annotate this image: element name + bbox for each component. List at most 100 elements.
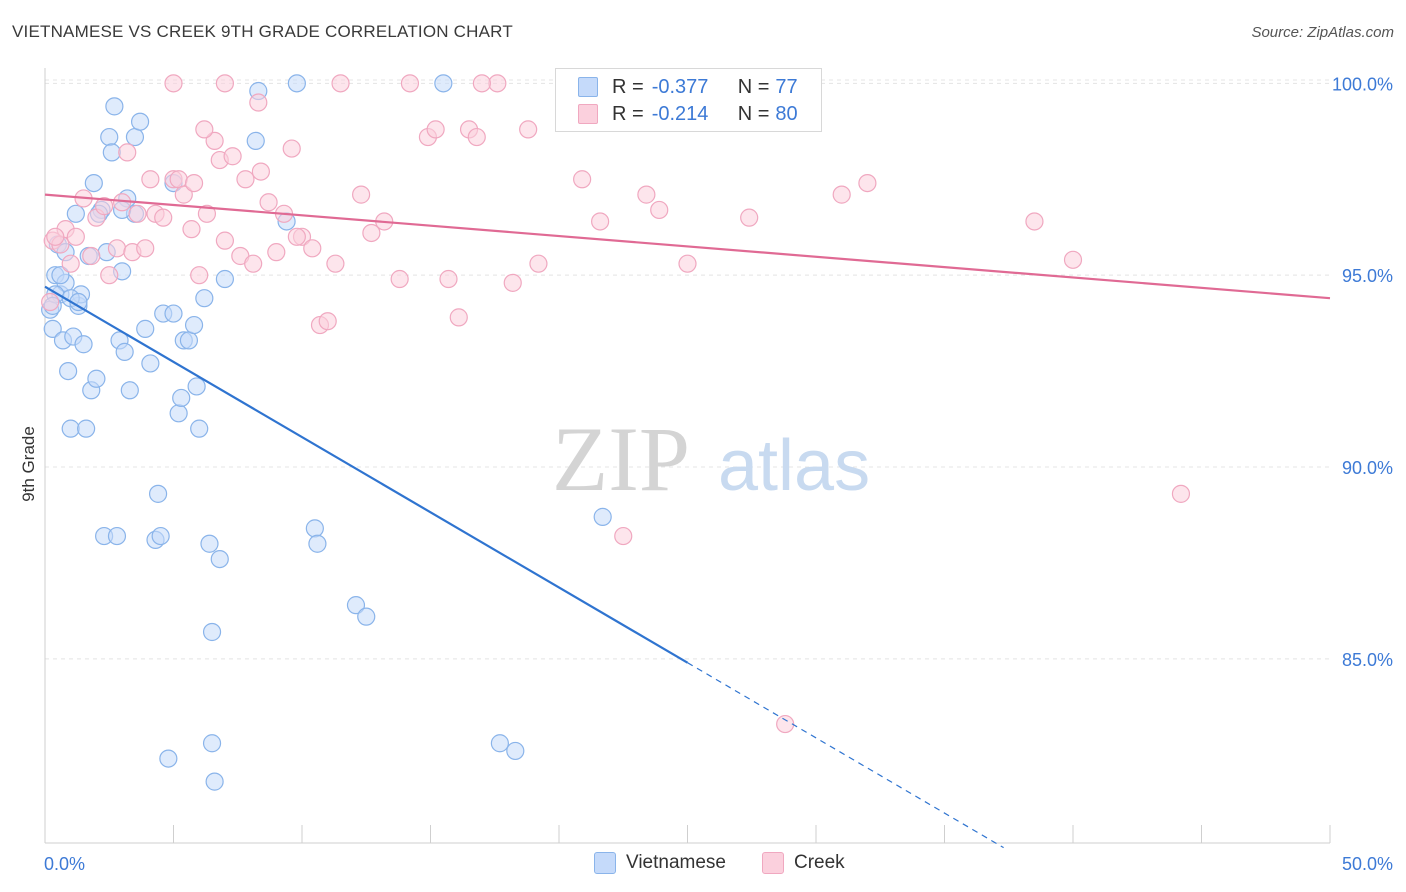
data-point-vietnamese xyxy=(115,342,134,362)
data-point-vietnamese xyxy=(215,269,234,289)
data-point-vietnamese xyxy=(184,315,204,335)
grid-lines xyxy=(45,79,1330,660)
chart-title: VIETNAMESE VS CREEK 9TH GRADE CORRELATIO… xyxy=(12,22,513,41)
data-point-creek xyxy=(169,170,188,189)
data-point-creek xyxy=(832,185,851,204)
trend-lines xyxy=(44,193,1331,849)
data-point-creek xyxy=(439,269,458,289)
data-point-creek xyxy=(118,143,137,162)
legend-n-value: 80 xyxy=(775,102,798,125)
data-point-creek xyxy=(352,185,371,204)
data-point-vietnamese xyxy=(490,734,509,753)
series-vietnamese-points xyxy=(41,74,612,791)
data-point-vietnamese xyxy=(202,622,222,642)
legend-r-label: R = xyxy=(612,75,644,98)
data-point-creek xyxy=(637,185,656,204)
data-point-creek xyxy=(223,147,242,166)
data-point-creek xyxy=(614,526,633,546)
data-point-vietnamese xyxy=(357,607,376,626)
data-point-creek xyxy=(390,269,409,289)
data-point-vietnamese xyxy=(74,335,93,354)
y-axis-label: 9th Grade xyxy=(19,426,38,502)
data-point-vietnamese xyxy=(506,741,525,761)
data-point-vietnamese xyxy=(102,143,121,162)
data-point-creek xyxy=(107,239,127,258)
data-point-vietnamese xyxy=(87,369,106,388)
legend-swatch-vietnamese xyxy=(578,77,598,97)
data-point-creek xyxy=(66,227,85,246)
data-point-vietnamese xyxy=(202,734,222,753)
data-point-creek xyxy=(318,312,337,331)
data-point-creek xyxy=(205,131,224,150)
data-point-vietnamese xyxy=(169,404,188,423)
legend-row-creek: R = -0.214 N = 80 xyxy=(578,102,798,126)
data-point-creek xyxy=(519,120,538,139)
data-point-creek xyxy=(154,208,173,227)
legend-n-label: N = xyxy=(737,75,770,98)
data-point-creek xyxy=(174,185,193,204)
data-point-creek xyxy=(303,239,322,258)
bottom-legend-creek: Creek xyxy=(762,852,845,874)
data-point-vietnamese xyxy=(61,419,80,438)
data-point-creek xyxy=(362,223,381,243)
data-point-vietnamese xyxy=(120,381,139,400)
data-point-creek xyxy=(136,239,155,258)
data-point-creek xyxy=(573,170,592,189)
data-point-creek xyxy=(128,204,147,223)
data-point-vietnamese xyxy=(77,419,96,438)
data-point-vietnamese xyxy=(195,289,214,308)
data-point-creek xyxy=(400,74,420,93)
data-point-creek xyxy=(449,308,468,327)
axes xyxy=(44,68,1331,844)
data-point-creek xyxy=(426,120,445,139)
data-point-creek xyxy=(195,120,214,139)
data-point-vietnamese xyxy=(308,534,327,553)
bottom-legend-label: Vietnamese xyxy=(626,852,726,873)
data-point-creek xyxy=(236,170,255,189)
data-point-creek xyxy=(776,714,795,734)
watermark-zip: ZIP xyxy=(552,408,690,510)
data-point-creek xyxy=(46,227,65,246)
data-point-vietnamese xyxy=(187,377,206,396)
data-point-vietnamese xyxy=(125,127,145,147)
data-point-creek xyxy=(472,74,491,93)
data-point-creek xyxy=(184,173,204,193)
data-point-creek xyxy=(529,254,548,273)
data-point-creek xyxy=(287,227,306,246)
data-point-creek xyxy=(678,254,697,273)
data-point-vietnamese xyxy=(164,304,183,323)
data-point-creek xyxy=(41,292,60,312)
data-point-creek xyxy=(591,212,610,231)
data-point-creek xyxy=(740,208,759,227)
legend-swatch-creek xyxy=(578,104,598,124)
data-point-vietnamese xyxy=(305,519,324,538)
data-point-creek xyxy=(249,93,268,112)
legend-box: R = -0.377 N = 77 R = -0.214 N = 80 xyxy=(555,68,822,132)
data-point-vietnamese xyxy=(287,74,306,93)
data-point-vietnamese xyxy=(434,74,453,93)
data-point-creek xyxy=(215,231,234,250)
tick-labels: 100.0% 95.0% 90.0% 85.0% 0.0% 50.0% xyxy=(44,74,1393,874)
data-point-vietnamese xyxy=(593,507,612,526)
data-point-creek xyxy=(197,204,217,223)
data-point-vietnamese xyxy=(43,319,62,338)
watermark-atlas: atlas xyxy=(718,426,870,506)
data-point-vietnamese xyxy=(210,549,229,569)
bottom-legend-swatch-vietnamese xyxy=(594,852,616,874)
data-point-vietnamese xyxy=(130,112,150,131)
data-point-vietnamese xyxy=(205,772,224,791)
data-point-creek xyxy=(244,254,263,273)
bottom-legend: Vietnamese Creek xyxy=(0,852,1406,876)
data-point-vietnamese xyxy=(179,331,199,350)
data-point-vietnamese xyxy=(200,534,219,553)
data-point-vietnamese xyxy=(51,266,70,285)
data-point-vietnamese xyxy=(148,484,168,503)
data-point-vietnamese xyxy=(346,596,366,615)
data-point-vietnamese xyxy=(190,419,209,438)
data-point-vietnamese xyxy=(66,204,85,223)
bottom-legend-vietnamese: Vietnamese xyxy=(594,852,726,874)
legend-r-value: -0.214 xyxy=(651,102,709,125)
data-point-creek xyxy=(259,193,278,212)
trend-line-creek xyxy=(44,193,1331,300)
data-point-vietnamese xyxy=(59,361,78,381)
